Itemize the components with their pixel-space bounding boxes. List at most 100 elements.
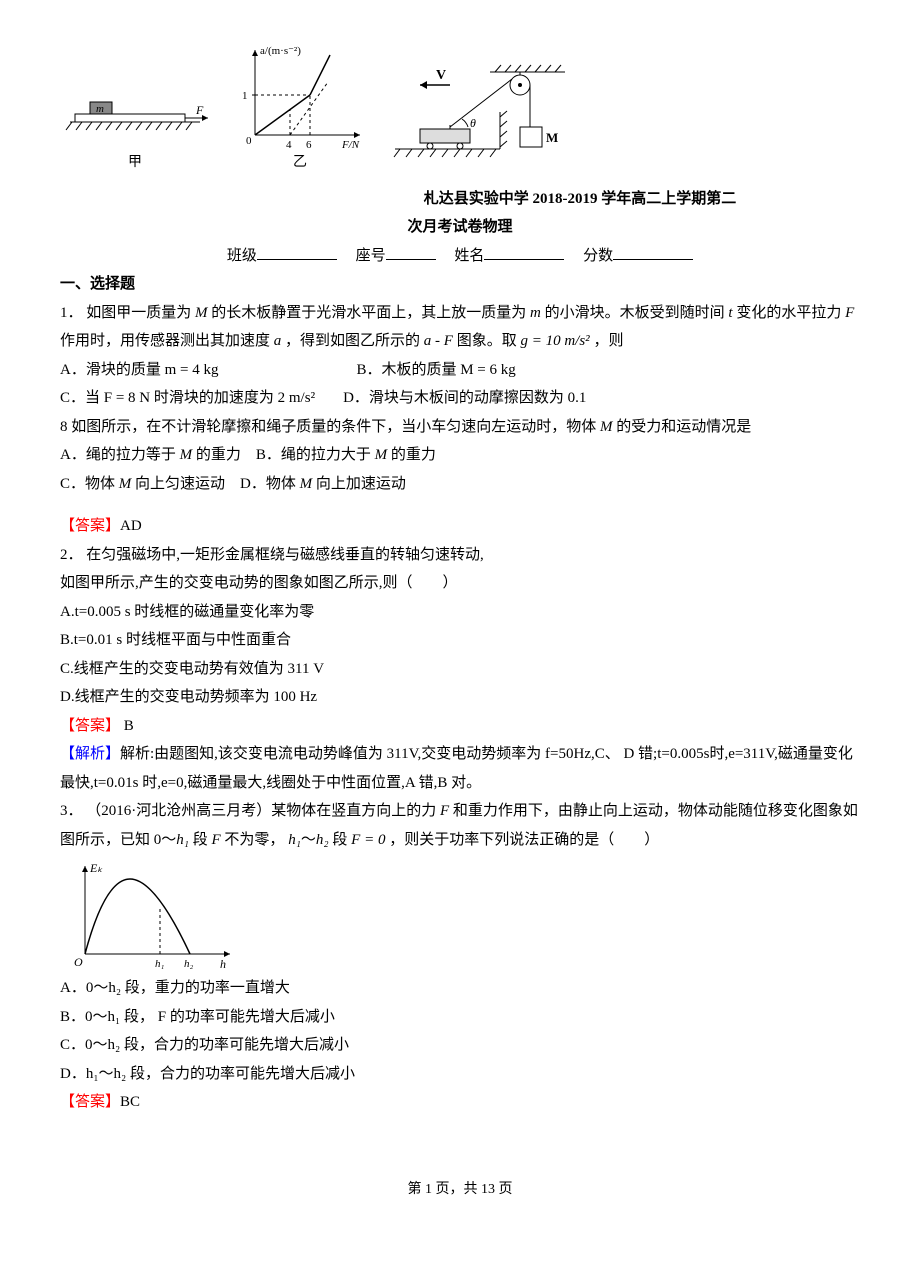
q1b-opts-cd: C．物体 M 向上匀速运动 D．物体 M 向上加速运动 (60, 470, 860, 499)
ylabel: a/(m·s⁻²) (260, 45, 301, 57)
q1-t: t (728, 305, 732, 321)
ek-ylabel: Eₖ (89, 861, 103, 875)
explain-label: 【解析】 (60, 746, 120, 762)
q3-h1: h₁ (176, 832, 189, 848)
q3-F: F (440, 803, 449, 819)
xlabel: F/N (341, 139, 360, 150)
answer-value: B (120, 718, 134, 734)
answer-label: 【答案】 (60, 518, 120, 534)
ek-xtick-h1: h₁ (155, 958, 165, 970)
q1-text: 变化的水平拉力 (736, 305, 841, 321)
q2-opt-d: D.线框产生的交变电动势频率为 100 Hz (60, 683, 860, 712)
block-m-label: m (96, 103, 104, 115)
q1b-opts-ab: A．绳的拉力等于 M 的重力 B．绳的拉力大于 M 的重力 (60, 441, 860, 470)
q3-h1: h₁ (288, 832, 301, 848)
q2-explain-line: 【解析】解析:由题图知,该交变电流电动势峰值为 311V,交变电动势频率为 f=… (60, 740, 860, 797)
q1-F: F (845, 305, 854, 321)
q1b-M: M (180, 447, 193, 463)
q3-text: 3． （2016·河北沧州高三月考）某物体在竖直方向上的力 (60, 803, 436, 819)
title-line-2: 次月考试卷物理 (60, 213, 860, 242)
q3-F: F (212, 832, 221, 848)
force-f-label: F (195, 103, 204, 117)
xtick-6: 6 (306, 139, 312, 150)
q1b-opt-c: 向上匀速运动 (135, 476, 225, 492)
form-score-blank[interactable] (613, 242, 693, 260)
explain-text: 解析:由题图知,该交变电流电动势峰值为 311V,交变电动势频率为 f=50Hz… (60, 746, 853, 791)
theta-label: θ (470, 116, 476, 130)
ek-xtick-h2: h₂ (184, 958, 194, 970)
form-line: 班级 座号 姓名 分数 (60, 242, 860, 271)
q1-options-row2: C．当 F = 8 N 时滑块的加速度为 2 m/s² D．滑块与木板间的动摩擦… (60, 384, 860, 413)
section-heading: 一、选择题 (60, 270, 860, 299)
q1b-text: 8 如图所示，在不计滑轮摩擦和绳子质量的条件下，当小车匀速向左运动时，物体 (60, 419, 596, 435)
figure-yi: a/(m·s⁻²) F/N 1 4 6 0 乙 (230, 40, 370, 177)
footer-mid: 页，共 (436, 1182, 478, 1197)
answer-value: AD (120, 518, 142, 534)
q2-opt-b: B.t=0.01 s 时线框平面与中性面重合 (60, 626, 860, 655)
answer-label: 【答案】 (60, 1094, 120, 1110)
q1-m: m (530, 305, 541, 321)
diagram-block-on-plank: m F (60, 80, 210, 150)
figure-jia-caption: 甲 (60, 150, 210, 177)
q1-opt-c: C．当 F = 8 N 时滑块的加速度为 2 m/s² (60, 384, 315, 413)
q1b-M: M (119, 476, 132, 492)
q3-text: ，则关于功率下列说法正确的是（ ） (389, 832, 659, 848)
q1-M: M (195, 305, 208, 321)
q1b-answer-line: 【答案】AD (60, 512, 860, 541)
xtick-4: 4 (286, 139, 292, 150)
q1b-opt-a: A．绳的拉力等于 (60, 447, 176, 463)
form-seat-blank[interactable] (386, 242, 436, 260)
q3-F0: F = 0 (351, 832, 385, 848)
form-class-blank[interactable] (257, 242, 337, 260)
ek-xlabel: h (220, 957, 226, 971)
footer-prefix: 第 (408, 1182, 422, 1197)
q1b-opt-b: 的重力 (391, 447, 436, 463)
figure-yi-caption: 乙 (230, 150, 370, 177)
figure-ek: Eₖ h O h₁ h₂ (60, 854, 860, 974)
q2-answer-line: 【答案】 B (60, 712, 860, 741)
a-f-graph: a/(m·s⁻²) F/N 1 4 6 0 (230, 40, 370, 150)
ytick-1: 1 (242, 90, 248, 102)
q3-h2: h₂ (316, 832, 329, 848)
q3-opt-d: D．h₁～h₂ 段，合力的功率可能先增大后减小 (60, 1060, 860, 1089)
q1-options-row1: A．滑块的质量 m = 4 kg B．木板的质量 M = 6 kg (60, 356, 860, 385)
q1b-M: M (600, 419, 613, 435)
pulley-diagram: M (390, 57, 570, 177)
form-class-label: 班级 (227, 248, 257, 264)
q1-text: ，得到如图乙所示的 (285, 333, 420, 349)
figure-row: m F 甲 a/(m·s⁻²) F/N 1 4 6 0 (60, 40, 860, 177)
q1-text: ，则 (593, 333, 623, 349)
q1b-opt-b: B．绳的拉力大于 (256, 447, 371, 463)
q3-text: 不为零， (224, 832, 284, 848)
q1-text: 1． 如图甲一质量为 (60, 305, 191, 321)
q1-text: 的长木板静置于光滑水平面上，其上放一质量为 (211, 305, 526, 321)
title-line-1: 札达县实验中学 2018-2019 学年高二上学期第二 (60, 185, 860, 214)
q1-text: 作用时，用传感器测出其加速度 (60, 333, 270, 349)
q1b-opt-c: C．物体 (60, 476, 115, 492)
q3-opt-c: C．0～h₂ 段，合力的功率可能先增大后减小 (60, 1031, 860, 1060)
answer-label: 【答案】 (60, 718, 120, 734)
q3-text: 段 (193, 832, 208, 848)
footer-total: 13 (481, 1182, 495, 1197)
ek-origin: O (74, 955, 83, 969)
q1-g: g = 10 m/s² (520, 333, 589, 349)
q1b-opt-a: 的重力 (196, 447, 241, 463)
q1-aF: a - F (424, 333, 453, 349)
q1-stem: 1． 如图甲一质量为 M 的长木板静置于光滑水平面上，其上放一质量为 m 的小滑… (60, 299, 860, 356)
footer-suffix: 页 (499, 1182, 513, 1197)
q1-text: 的小滑块。木板受到随时间 (545, 305, 725, 321)
page-footer: 第 1 页，共 13 页 (60, 1177, 860, 1204)
form-name-label: 姓名 (454, 248, 484, 264)
q2-opt-c: C.线框产生的交变电动势有效值为 311 V (60, 655, 860, 684)
figure-jia: m F 甲 (60, 80, 210, 177)
q3-stem: 3． （2016·河北沧州高三月考）某物体在竖直方向上的力 F 和重力作用下，由… (60, 797, 860, 854)
q3-answer-line: 【答案】BC (60, 1088, 860, 1117)
tilde: ～ (301, 832, 316, 848)
form-name-blank[interactable] (484, 242, 564, 260)
q1-opt-a: A．滑块的质量 m = 4 kg (60, 356, 218, 385)
answer-value: BC (120, 1094, 140, 1110)
q3-opt-a: A．0～h₂ 段，重力的功率一直增大 (60, 974, 860, 1003)
origin-0: 0 (246, 135, 252, 147)
q1-opt-d: D．滑块与木板间的动摩擦因数为 0.1 (343, 384, 586, 413)
form-seat-label: 座号 (356, 248, 386, 264)
